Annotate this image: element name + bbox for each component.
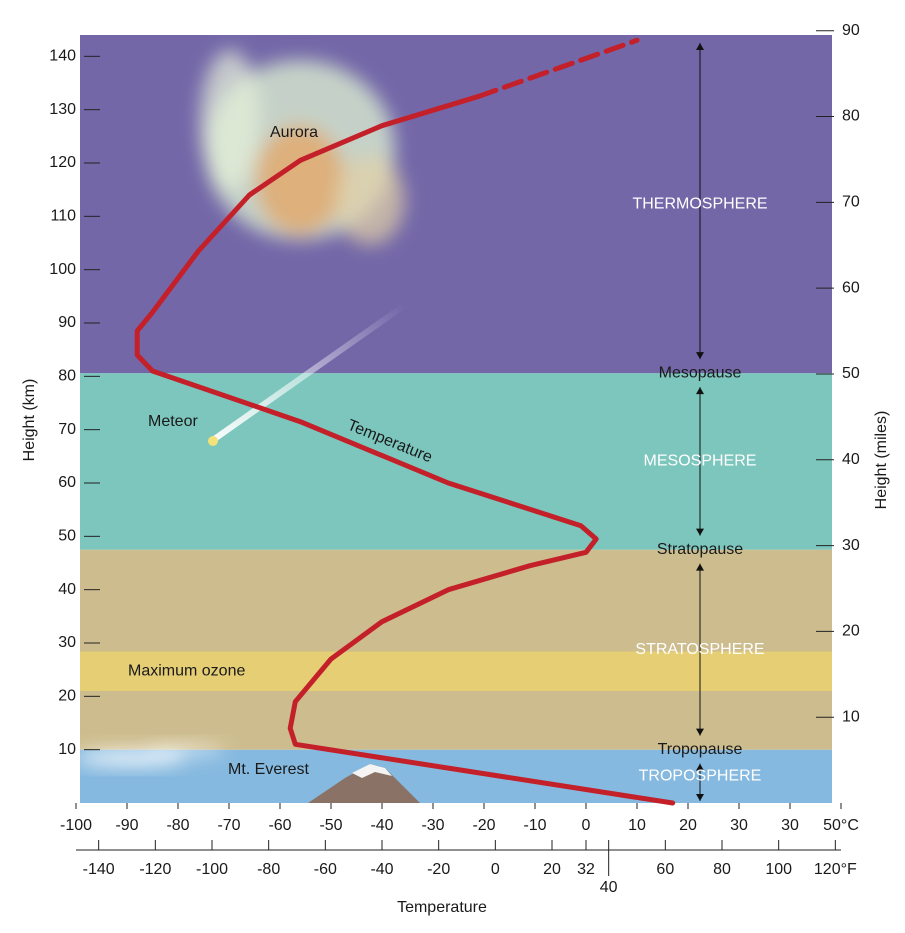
annotation: Mt. Everest: [228, 761, 309, 778]
y2-tick-label: 80: [842, 108, 860, 125]
x-tick-label: 50°C: [823, 817, 859, 834]
meteor-head: [208, 436, 218, 446]
x2-tick-label: -40: [370, 861, 393, 878]
x-tick-label: 20: [679, 817, 697, 834]
ozone-label: Maximum ozone: [128, 662, 245, 679]
boundary-label: Stratopause: [657, 541, 743, 558]
x2-tick-label: 32: [577, 861, 595, 878]
x2-tick-label: -120: [139, 861, 171, 878]
x2-tick-label: -80: [257, 861, 280, 878]
y-tick-label: 50: [58, 528, 76, 545]
y-tick-label: 70: [58, 421, 76, 438]
y-tick-label: 10: [58, 741, 76, 758]
x-tick-label: 10: [628, 817, 646, 834]
layer-name: TROPOSPHERE: [639, 768, 762, 785]
x-tick-label: -60: [268, 817, 291, 834]
y-axis-title: Height (km): [21, 379, 38, 462]
x2-tick-label: 100: [765, 861, 792, 878]
y-tick-label: 130: [49, 101, 76, 118]
x-tick-label: -100: [60, 817, 92, 834]
x-tick-label: -90: [115, 817, 138, 834]
boundary-label: Tropopause: [658, 741, 743, 758]
x-tick-label: 30: [730, 817, 748, 834]
x2-tick-label: 60: [656, 861, 674, 878]
y-tick-label: 60: [58, 474, 76, 491]
y2-tick-label: 60: [842, 279, 860, 296]
x-tick-label: -40: [370, 817, 393, 834]
x2-tick-label: -100: [196, 861, 228, 878]
x2-tick-label: 120°F: [814, 861, 857, 878]
y-tick-label: 30: [58, 634, 76, 651]
x-tick-label: 30: [781, 817, 799, 834]
y2-tick-label: 30: [842, 537, 860, 554]
y-tick-label: 140: [49, 48, 76, 65]
x2-tick-label: -140: [83, 861, 115, 878]
y2-tick-label: 40: [842, 451, 860, 468]
y2-axis-title: Height (miles): [873, 411, 890, 510]
x2-tick-label: 20: [543, 861, 561, 878]
annotation: Aurora: [270, 124, 318, 141]
y2-tick-label: 70: [842, 194, 860, 211]
layer-name: STRATOSPHERE: [635, 641, 764, 658]
y-tick-label: 40: [58, 581, 76, 598]
x2-tick-label: 40: [600, 879, 618, 896]
boundary-label: Mesopause: [659, 364, 742, 381]
x2-tick-label: -60: [314, 861, 337, 878]
y-tick-label: 90: [58, 314, 76, 331]
y-tick-label: 100: [49, 261, 76, 278]
y-tick-label: 20: [58, 688, 76, 705]
x2-tick-label: -20: [427, 861, 450, 878]
y-tick-label: 80: [58, 368, 76, 385]
y2-tick-label: 90: [842, 22, 860, 39]
y2-tick-label: 50: [842, 365, 860, 382]
x-tick-label: -70: [217, 817, 240, 834]
x-tick-label: -80: [166, 817, 189, 834]
annotation: Meteor: [148, 413, 198, 430]
x-axis-title: Temperature: [397, 899, 487, 916]
x2-tick-label: 0: [491, 861, 500, 878]
layer-name: MESOSPHERE: [644, 453, 757, 470]
y-tick-label: 110: [50, 208, 76, 225]
x-tick-label: -10: [523, 817, 546, 834]
x-tick-label: -50: [319, 817, 342, 834]
x-tick-label: -20: [472, 817, 495, 834]
chart: Maximum ozone TROPOSPHERE Tropopause STRAT…: [0, 0, 905, 933]
y2-tick-label: 20: [842, 623, 860, 640]
x2-tick-label: 80: [713, 861, 731, 878]
x-tick-label: 0: [582, 817, 591, 834]
layer-name: THERMOSPHERE: [632, 195, 767, 212]
y-tick-label: 120: [49, 154, 76, 171]
y2-tick-label: 10: [842, 708, 860, 725]
x-tick-label: -30: [421, 817, 444, 834]
